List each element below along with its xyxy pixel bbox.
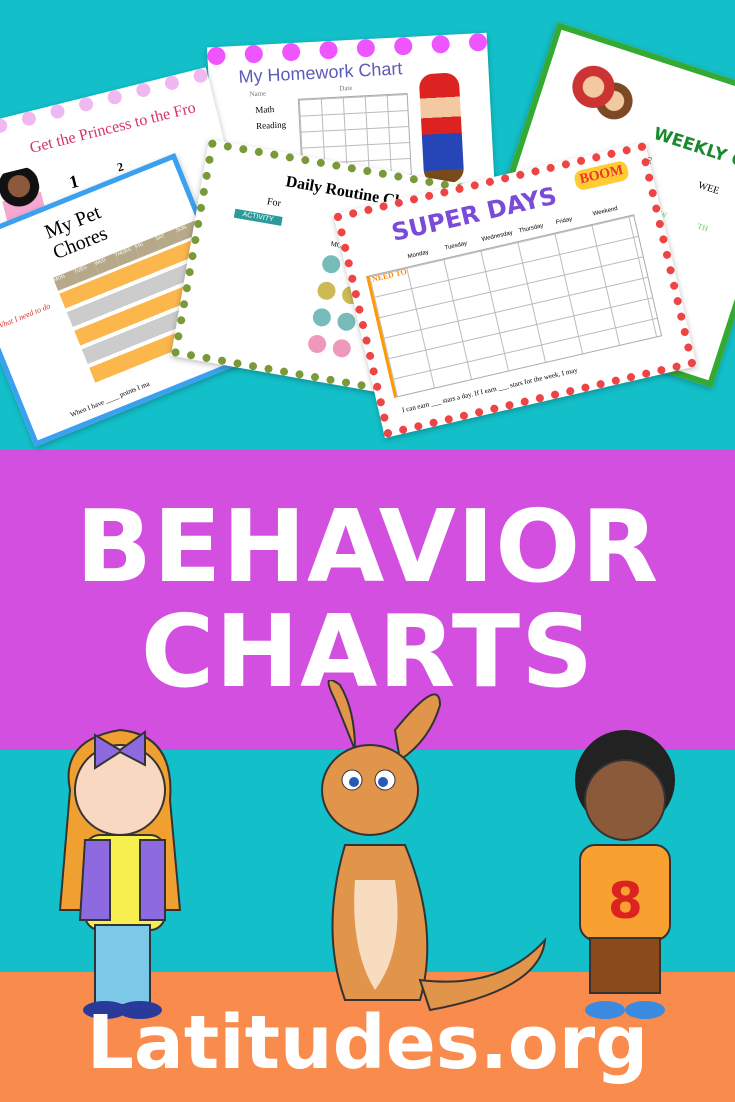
homework-title: My Homework Chart [238,58,403,87]
svg-text:8: 8 [608,872,643,930]
site-name[interactable]: Latitudes.org [86,1000,649,1086]
mario-illustration [418,72,465,185]
checkbox-dot [311,306,333,328]
headline-line-2: CHARTS [140,593,595,710]
headline-band [0,450,735,750]
checkbox-dot [336,311,357,333]
checkbox-dot [306,333,328,355]
checkbox-dot [331,337,353,359]
checkbox-dot [316,280,337,302]
kangaroo-illustration [321,680,547,1012]
boy-illustration: 8 [575,730,675,1019]
characters-illustration: 8 [58,680,675,1019]
subject-label: Math [255,104,275,116]
side-label: What I need to do [0,301,52,332]
boom-badge: BOOM [572,159,631,192]
reading-kids-illustration [552,54,651,147]
princess-title: Get the Princess to the Fro [28,99,198,157]
for-label: For [266,196,282,210]
checkbox-dot [320,253,342,275]
date-label: Date [339,83,353,93]
activity-label: ACTIVITY [233,208,283,226]
subject-label: Reading [255,119,287,131]
girl-illustration [58,728,182,1019]
step-number: 1 [67,170,81,193]
week-label: WEE [696,179,721,197]
headline-line-1: BEHAVIOR [75,488,660,605]
weekly-class-title: WEEKLY CLASS [650,123,735,187]
day-label: TH [696,221,710,234]
name-label: Name [249,89,267,99]
